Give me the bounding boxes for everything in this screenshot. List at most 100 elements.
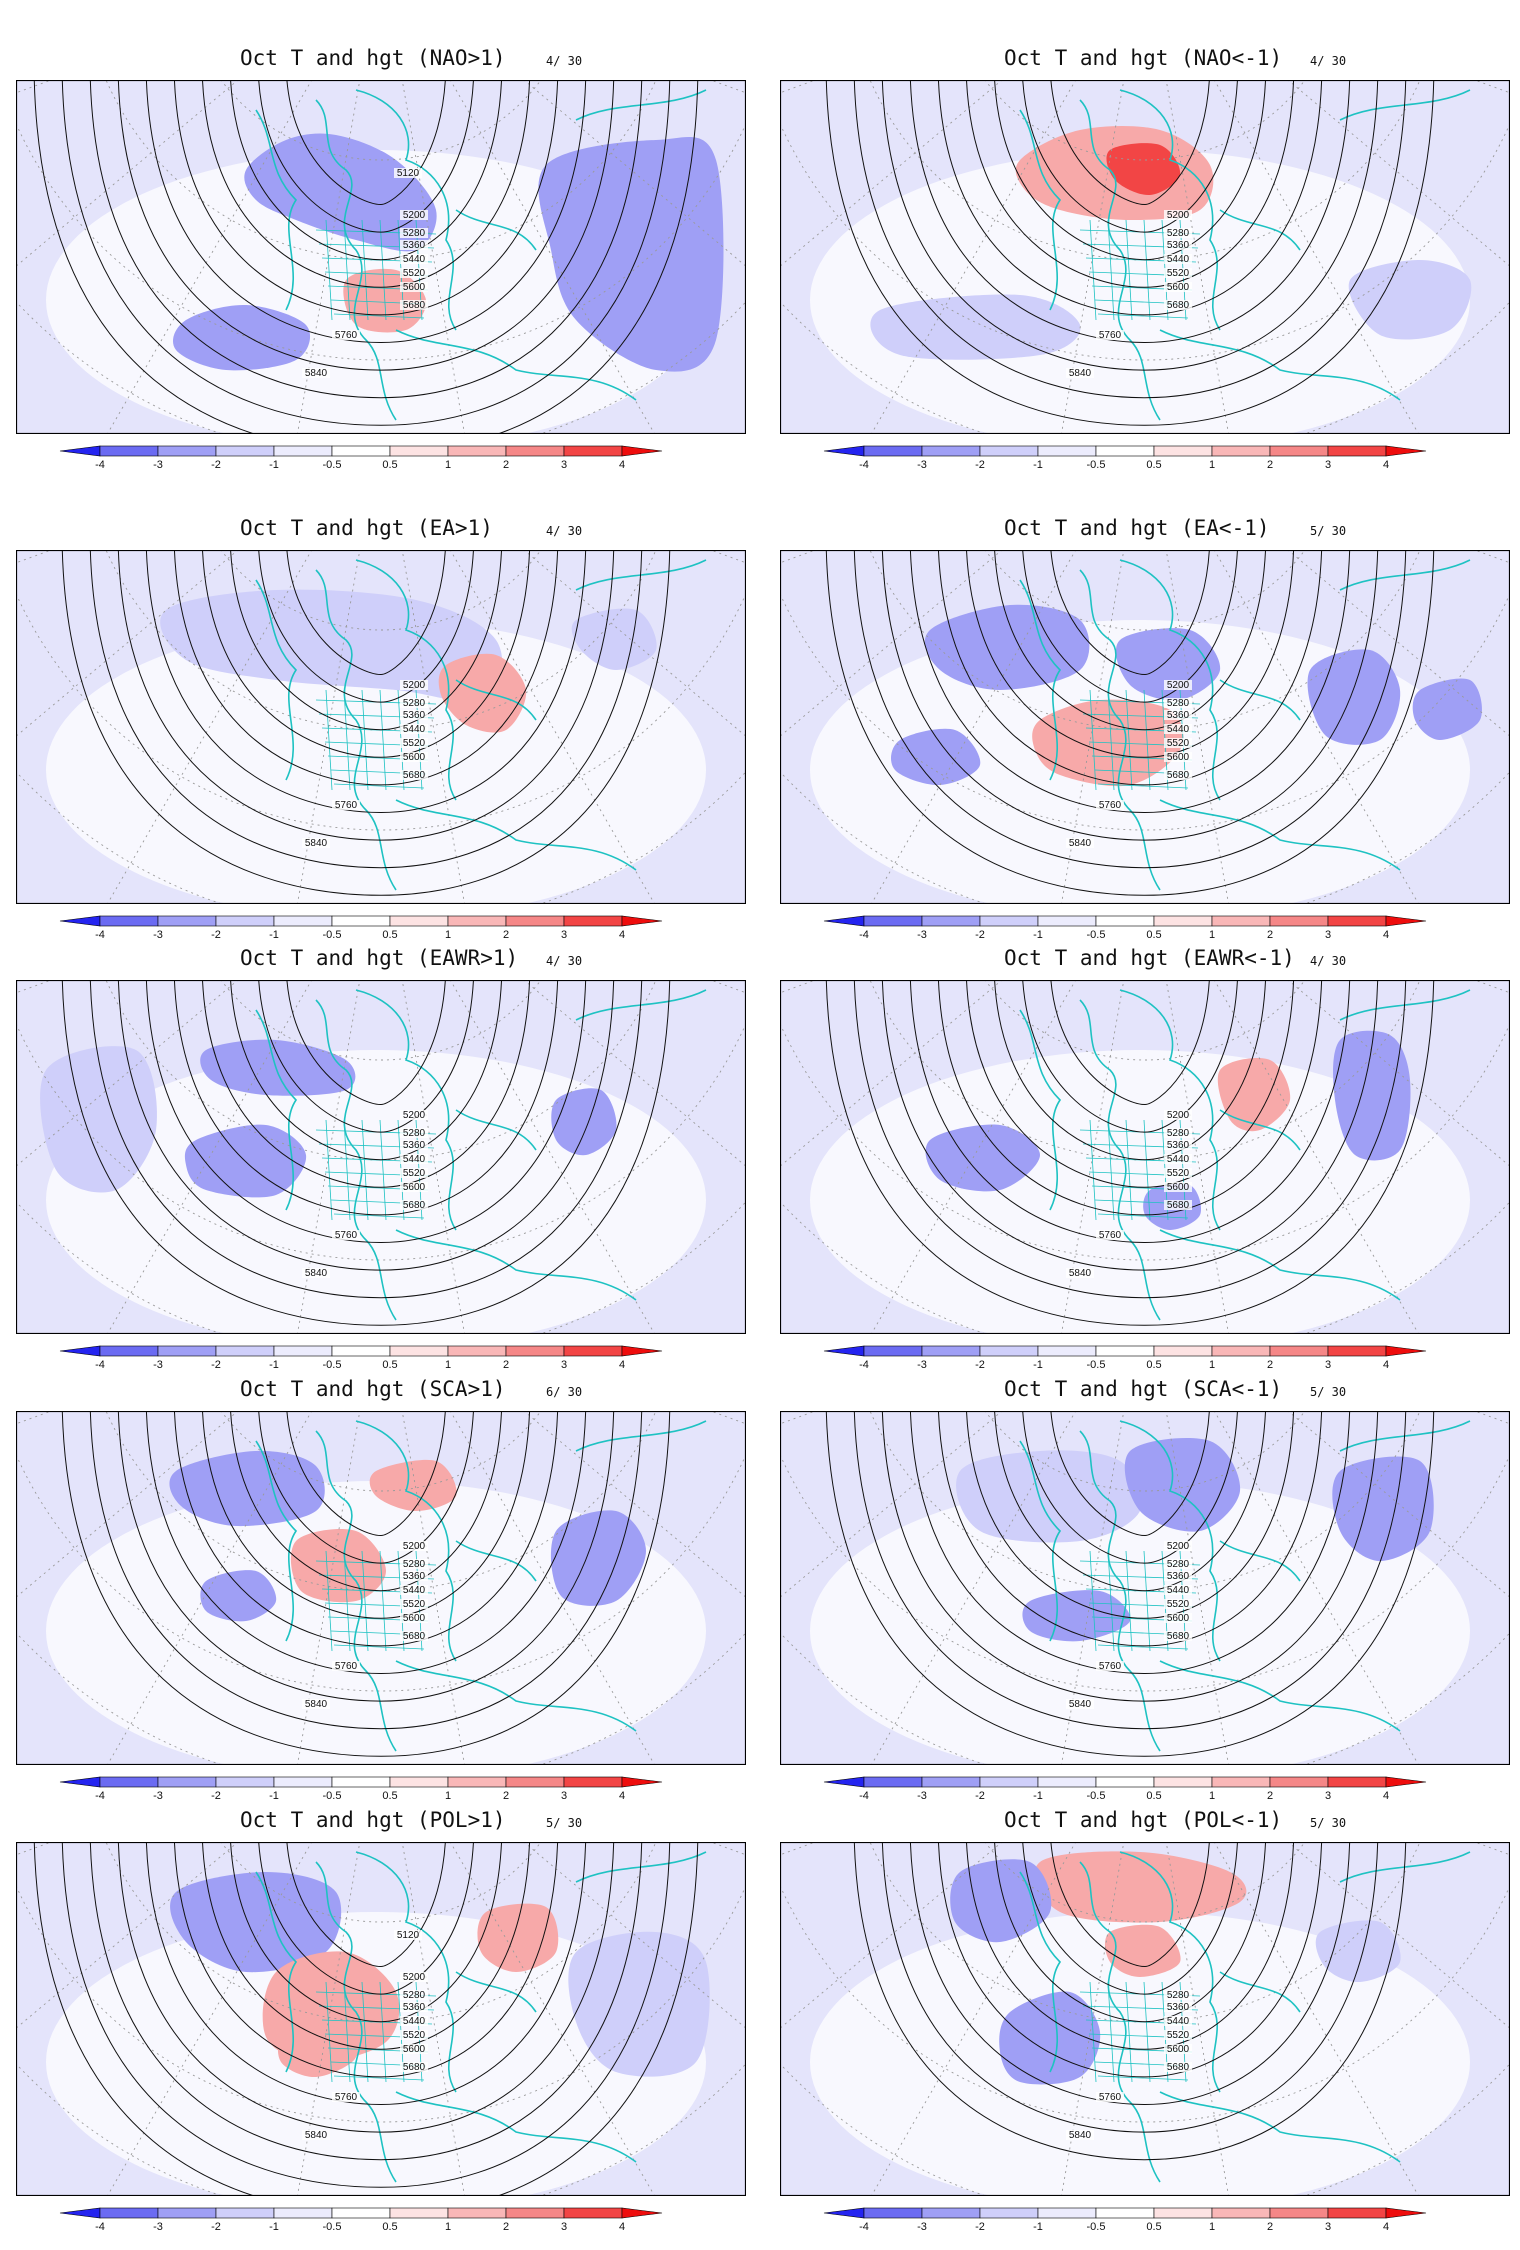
panel-count: 4/ 30 [546,524,583,538]
height-contour [145,1411,587,1675]
contour-label: 5360 [403,2002,426,2013]
contour-label-bg [400,1182,428,1192]
colorbar-label: 0.5 [382,929,397,941]
colorbar-label: 0.5 [382,1359,397,1371]
colorbar-label: 2 [503,2221,509,2233]
colorbar-label: 2 [1267,2221,1273,2233]
contour-label: 5520 [403,2030,426,2041]
height-contour [117,1411,615,1702]
colorbar-segment [1327,1345,1387,1357]
colorbar-segment [1037,1345,1097,1357]
colorbar-label: -3 [153,2221,163,2233]
anomaly-shading [1315,1920,1401,1983]
contour-label-bg [1164,300,1192,310]
height-contour [33,1842,699,2196]
colorbar-label: 4 [1383,459,1389,471]
contour-label: 5840 [1069,838,1092,849]
contour-label-bg [1164,1140,1192,1150]
colorbar-label: -4 [859,1359,869,1371]
contour-label-bg [400,2002,428,2012]
anomaly-shading [924,604,1090,690]
height-contour [909,980,1351,1244]
height-contour [89,80,643,399]
anomaly-shading [40,1046,157,1193]
colorbar-segment [215,1345,275,1357]
colorbar-legend: -4 -3 -2 -1 -0.5 0.5 1 2 3 4 [823,1345,1427,1371]
colorbar-segment [1153,915,1213,927]
colorbar-segment [921,1345,981,1357]
colorbar-label: -1 [1033,1790,1043,1802]
contour-label: 5440 [403,1154,426,1165]
contour-label: 5280 [1167,1990,1190,2001]
height-contour [173,1411,559,1647]
height-contour [117,550,615,841]
colorbar-label: 3 [1325,929,1331,941]
colorbar-segment [563,915,623,927]
colorbar-segment [1269,2207,1329,2219]
colorbar-label: 3 [561,459,567,471]
colorbar-label: -0.5 [1087,459,1106,471]
colorbar-label: -0.5 [323,2221,342,2233]
contour-label: 5280 [403,1559,426,1570]
contour-label: 5200 [403,1110,426,1121]
colorbar-arrow-right [621,915,663,927]
height-contour [1021,80,1239,233]
colorbar-label: 0.5 [382,2221,397,2233]
colorbar-segment [1095,1776,1155,1788]
contour-label: 5440 [403,1585,426,1596]
colorbar-segment [447,1776,507,1788]
colorbar-segment [157,915,217,927]
colorbar-label: -2 [211,1359,221,1371]
height-contours [825,550,1435,896]
contour-label: 5520 [1167,1599,1190,1610]
colorbar-legend: -4 -3 -2 -1 -0.5 0.5 1 2 3 4 [59,1776,663,1802]
contour-label: 5200 [403,1972,426,1983]
panel-title: Oct T and hgt (EA>1) [240,516,493,540]
colorbar-legend: -4 -3 -2 -1 -0.5 0.5 1 2 3 4 [59,915,663,941]
colorbar-segment [389,915,449,927]
colorbar-arrow-right [1385,1345,1427,1357]
height-contour [853,980,1407,1299]
height-contour [1049,1842,1211,1968]
panel-title: Oct T and hgt (SCA>1) [240,1377,506,1401]
colorbar-label: 4 [619,1359,625,1371]
contour-label-bg [400,268,428,278]
colorbar-label: -3 [153,929,163,941]
contour-label: 5680 [403,770,426,781]
contour-label-bg [1164,1200,1192,1210]
colorbar-segment [1211,1345,1271,1357]
contour-label: 5760 [335,1230,358,1241]
contour-label-bg [1164,228,1192,238]
colorbar-segment [1153,1345,1213,1357]
contour-label-bg [1164,2044,1192,2054]
coastlines [1019,559,1471,891]
contour-label: 5440 [1167,1585,1190,1596]
contour-label: 5680 [1167,2062,1190,2073]
contour-label-bg [400,2044,428,2054]
colorbar-label: 2 [1267,459,1273,471]
colorbar-segment [1269,1345,1329,1357]
panel-title: Oct T and hgt (EAWR<-1) [1004,946,1295,970]
contour-label-bg [400,300,428,310]
height-contour [61,1842,671,2188]
height-contours [825,980,1435,1326]
contour-label: 5360 [403,240,426,251]
colorbar-arrow-right [1385,2207,1427,2219]
contour-label-bg [400,1571,428,1581]
contour-label-bg [400,2062,428,2072]
height-contour [825,80,1435,426]
contour-label-bg [400,1541,428,1551]
contour-label-bg [400,1168,428,1178]
colorbar-segment [1037,445,1097,457]
contour-label: 5600 [403,1182,426,1193]
anomaly-shading [1332,1456,1434,1561]
contour-label: 5680 [1167,1631,1190,1642]
height-contour [825,980,1435,1326]
colorbar-label: 4 [1383,2221,1389,2233]
colorbar-label: -4 [859,459,869,471]
colorbar-legend: -4 -3 -2 -1 -0.5 0.5 1 2 3 4 [823,2207,1427,2233]
panel-title: Oct T and hgt (SCA<-1) [1004,1377,1283,1401]
